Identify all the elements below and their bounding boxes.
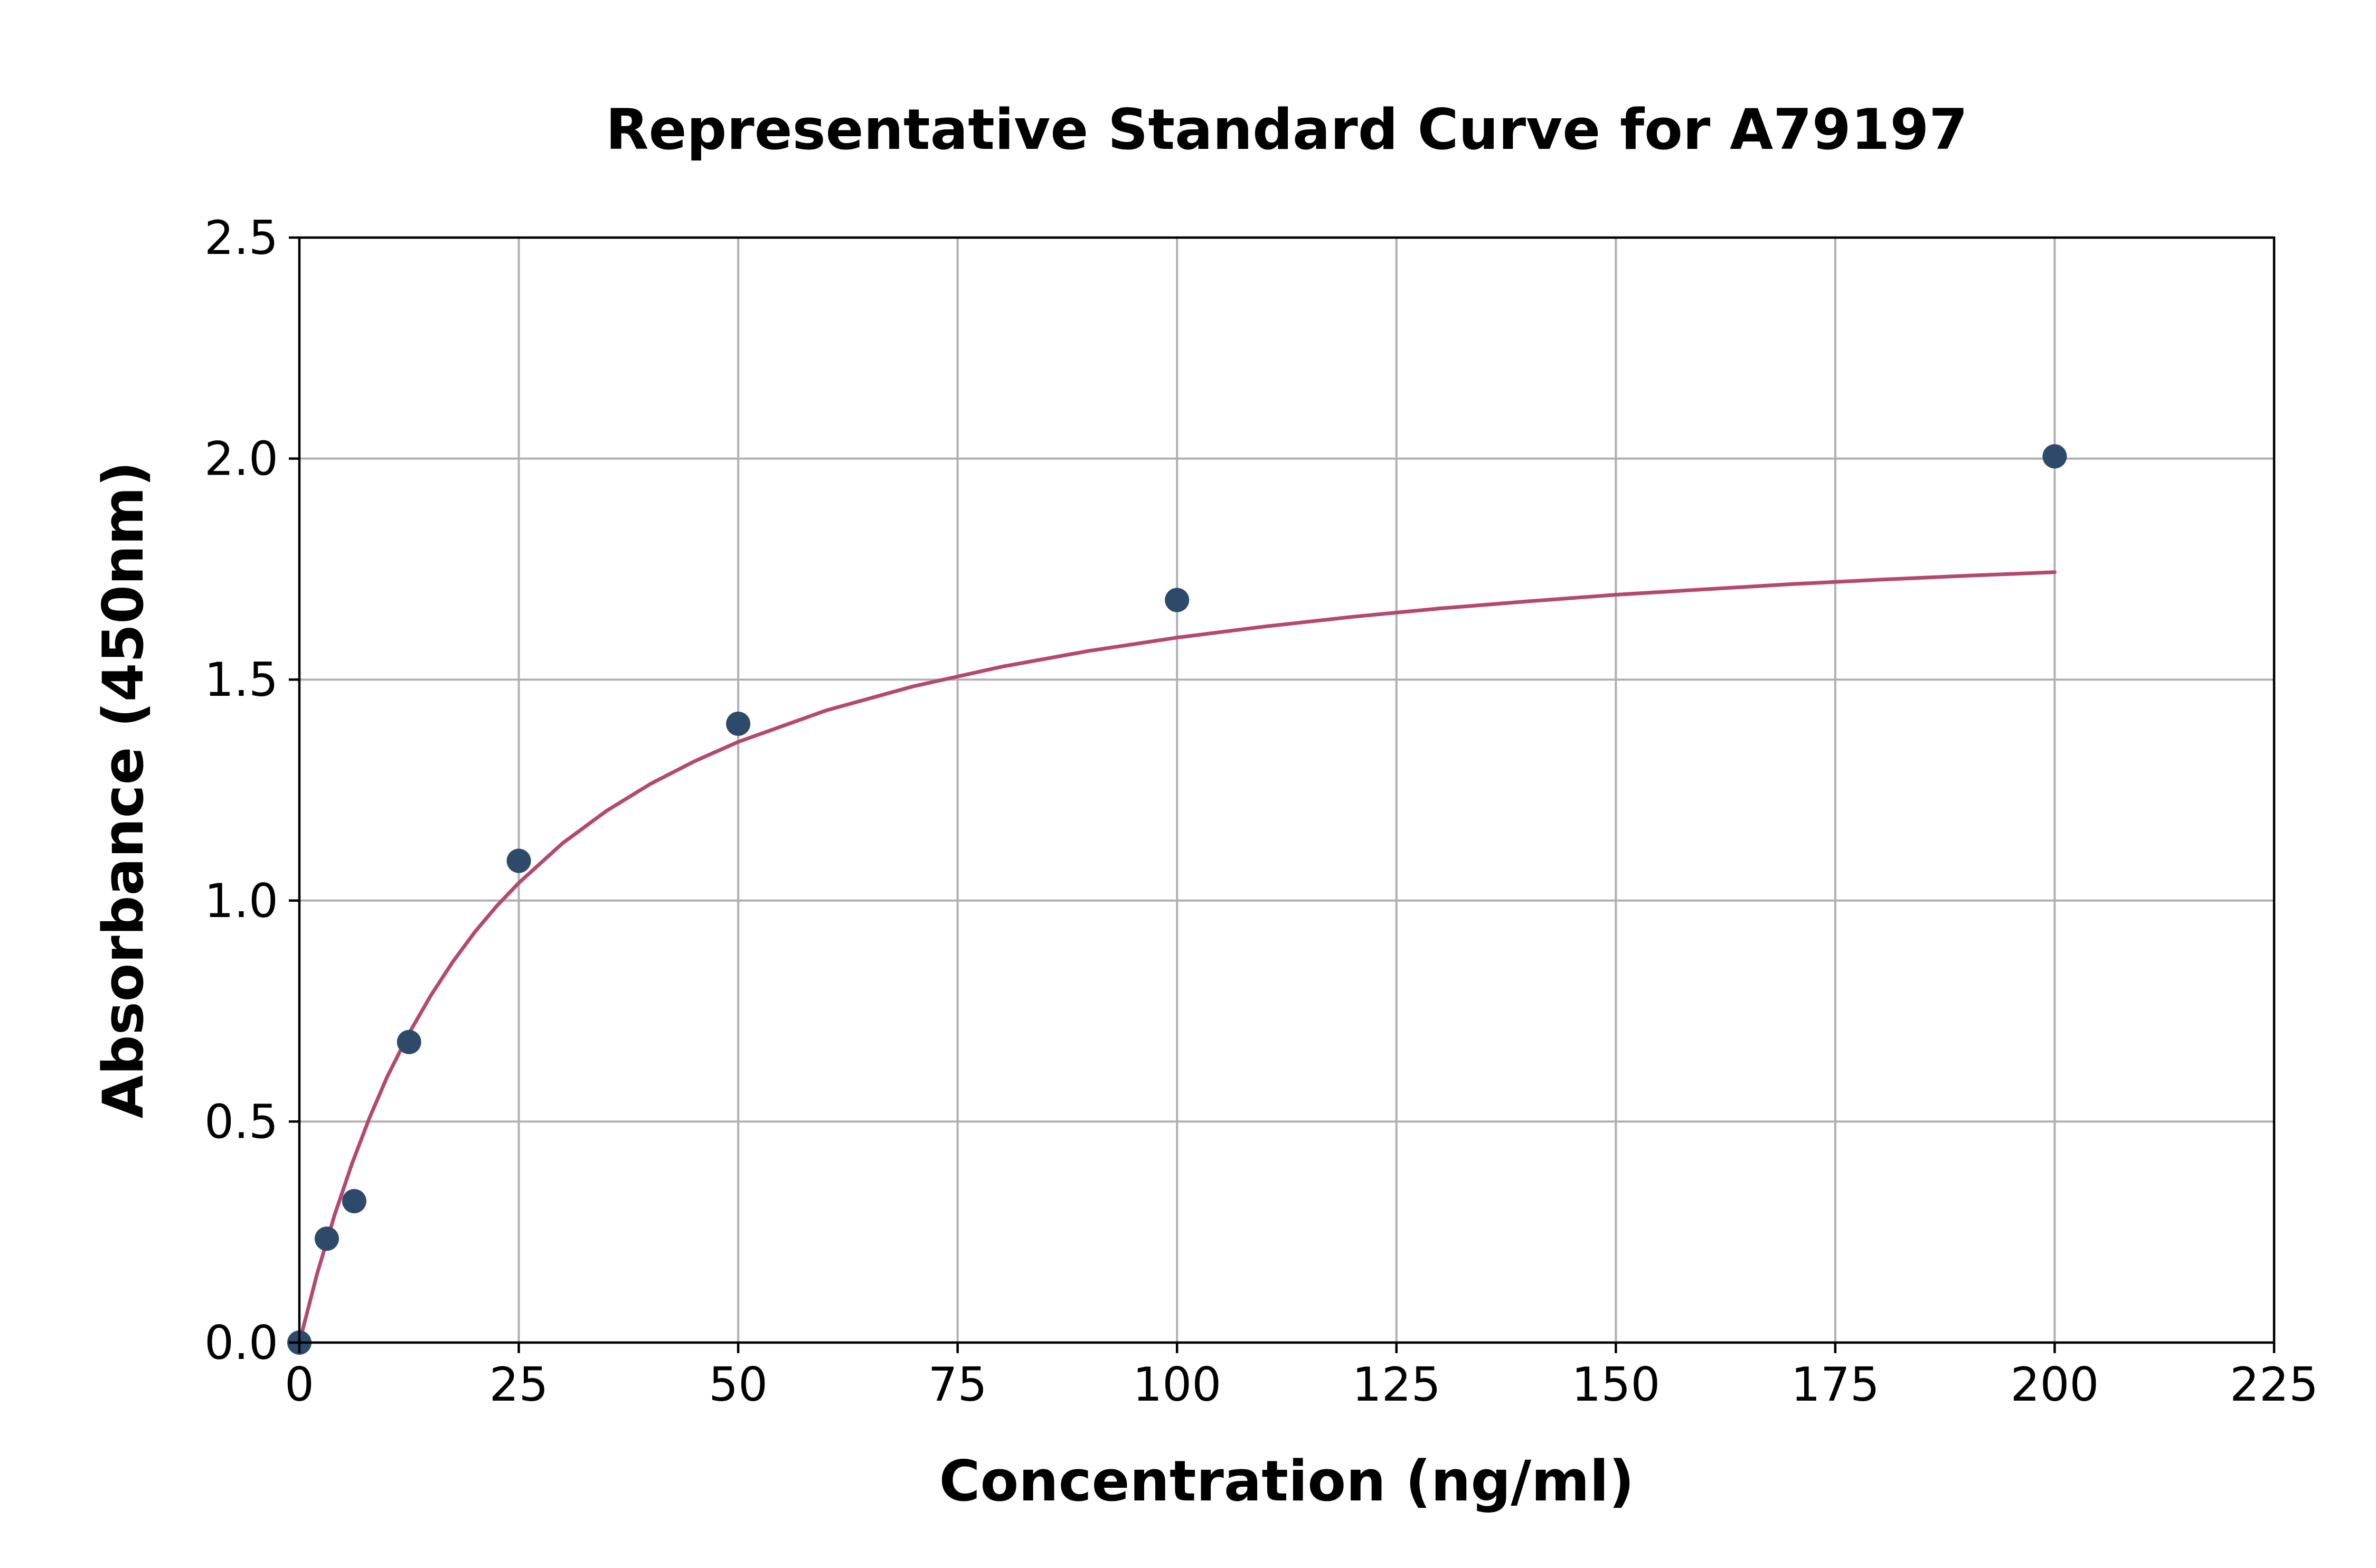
data-points-layer: [287, 444, 2067, 1355]
fit-curve-line: [297, 570, 2057, 1345]
y-tick-label: 0.0: [204, 1316, 278, 1370]
y-tick-label: 0.5: [204, 1094, 278, 1149]
x-tick-label: 200: [2010, 1357, 2099, 1412]
x-tick-label: 0: [285, 1357, 314, 1412]
y-tick-labels: 0.0 0.5 1.0 1.5 2.0 2.5: [204, 211, 278, 1370]
y-tick-label: 2.5: [204, 211, 278, 265]
x-tick-label: 125: [1352, 1357, 1441, 1412]
data-point: [506, 848, 531, 873]
data-point: [397, 1029, 421, 1054]
x-tick-label: 225: [2230, 1357, 2318, 1412]
x-tick-label: 150: [1571, 1357, 1660, 1412]
y-tick-label: 1.5: [204, 653, 278, 707]
fit-curve-layer: [297, 570, 2057, 1345]
x-tick-label: 25: [489, 1357, 549, 1412]
x-tick-label: 50: [709, 1357, 768, 1412]
data-point: [342, 1189, 366, 1214]
data-point: [1165, 588, 1190, 612]
grid-lines: [298, 237, 2275, 1344]
y-tick-label: 2.0: [204, 432, 278, 486]
x-tick-label: 100: [1133, 1357, 1221, 1412]
y-axis-label: Absorbance (450nm): [91, 461, 156, 1119]
x-tick-label: 175: [1791, 1357, 1880, 1412]
data-point: [2042, 444, 2067, 469]
data-point: [726, 711, 751, 736]
x-tick-label: 75: [928, 1357, 987, 1412]
y-tick-label: 1.0: [204, 874, 278, 928]
chart-title: Representative Standard Curve for A79197: [606, 97, 1968, 162]
x-axis-label: Concentration (ng/ml): [939, 1449, 1635, 1514]
x-tick-labels: 0 25 50 75 100 125 150 175 200 225: [285, 1357, 2318, 1412]
data-point: [314, 1226, 339, 1251]
plot-frame: [298, 236, 2276, 1344]
axis-ticks: [289, 236, 2276, 1353]
